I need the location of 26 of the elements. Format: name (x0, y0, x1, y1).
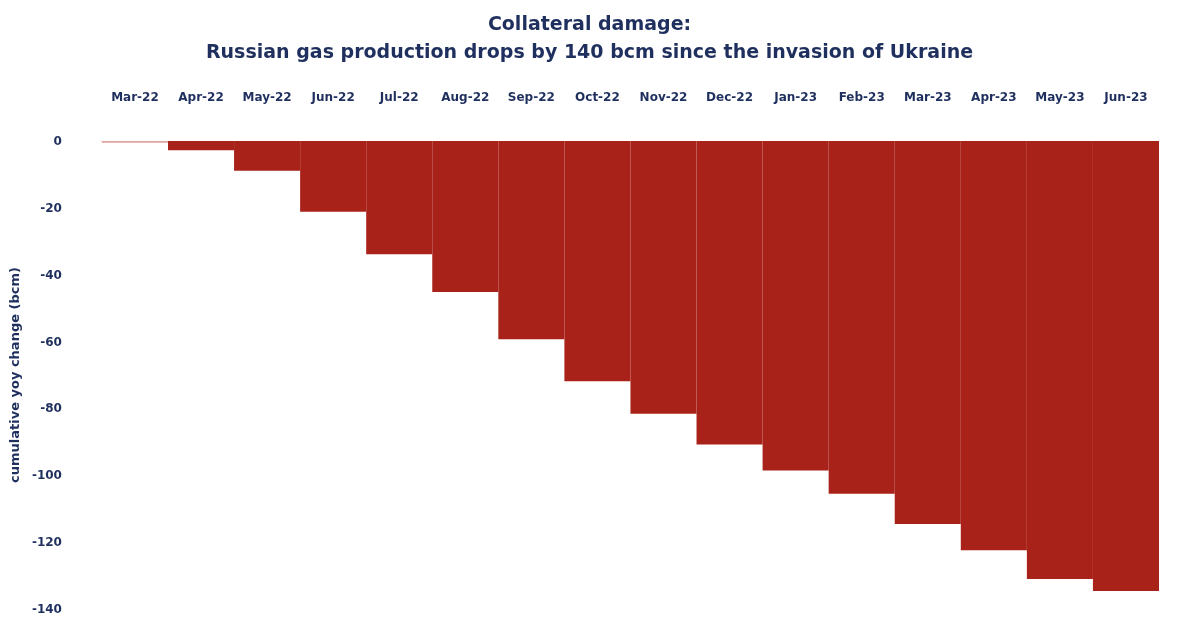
x-tick-label: Aug-22 (441, 90, 490, 104)
x-tick-label: Nov-22 (639, 90, 688, 104)
x-tick-label: Apr-22 (178, 90, 224, 104)
y-tick-label: -100 (31, 468, 62, 483)
x-tick-label: Sep-22 (507, 90, 555, 104)
y-tick-label: -140 (31, 602, 62, 616)
x-tick-label: Dec-22 (706, 90, 754, 104)
y-tick-label: 0 (53, 134, 62, 148)
x-tick-label: May-23 (1035, 90, 1085, 104)
x-tick-label: Feb-23 (838, 90, 885, 104)
x-tick-label: Mar-22 (111, 90, 159, 104)
y-tick-label: -40 (40, 267, 62, 282)
x-tick-label: Jul-22 (378, 90, 419, 104)
y-tick-label: -60 (40, 334, 62, 349)
y-tick-label: -20 (40, 200, 62, 215)
chart-title: Collateral damage: Russian gas production drops by 140 bcm since the invasion of Ukraine (205, 12, 974, 62)
y-tick-label: -80 (40, 401, 62, 416)
y-axis-title: cumulative yoy change (bcm) (7, 267, 22, 483)
y-tick-label: -120 (31, 535, 62, 550)
x-tick-label: Oct-22 (575, 90, 620, 104)
x-tick-label: Jun-23 (1103, 90, 1148, 104)
x-tick-label: May-22 (242, 90, 292, 104)
x-tick-label: Jan-23 (773, 90, 818, 104)
x-tick-label: Jun-22 (310, 90, 355, 104)
x-tick-label: Mar-23 (903, 90, 952, 104)
x-tick-label: Apr-23 (971, 90, 1017, 104)
